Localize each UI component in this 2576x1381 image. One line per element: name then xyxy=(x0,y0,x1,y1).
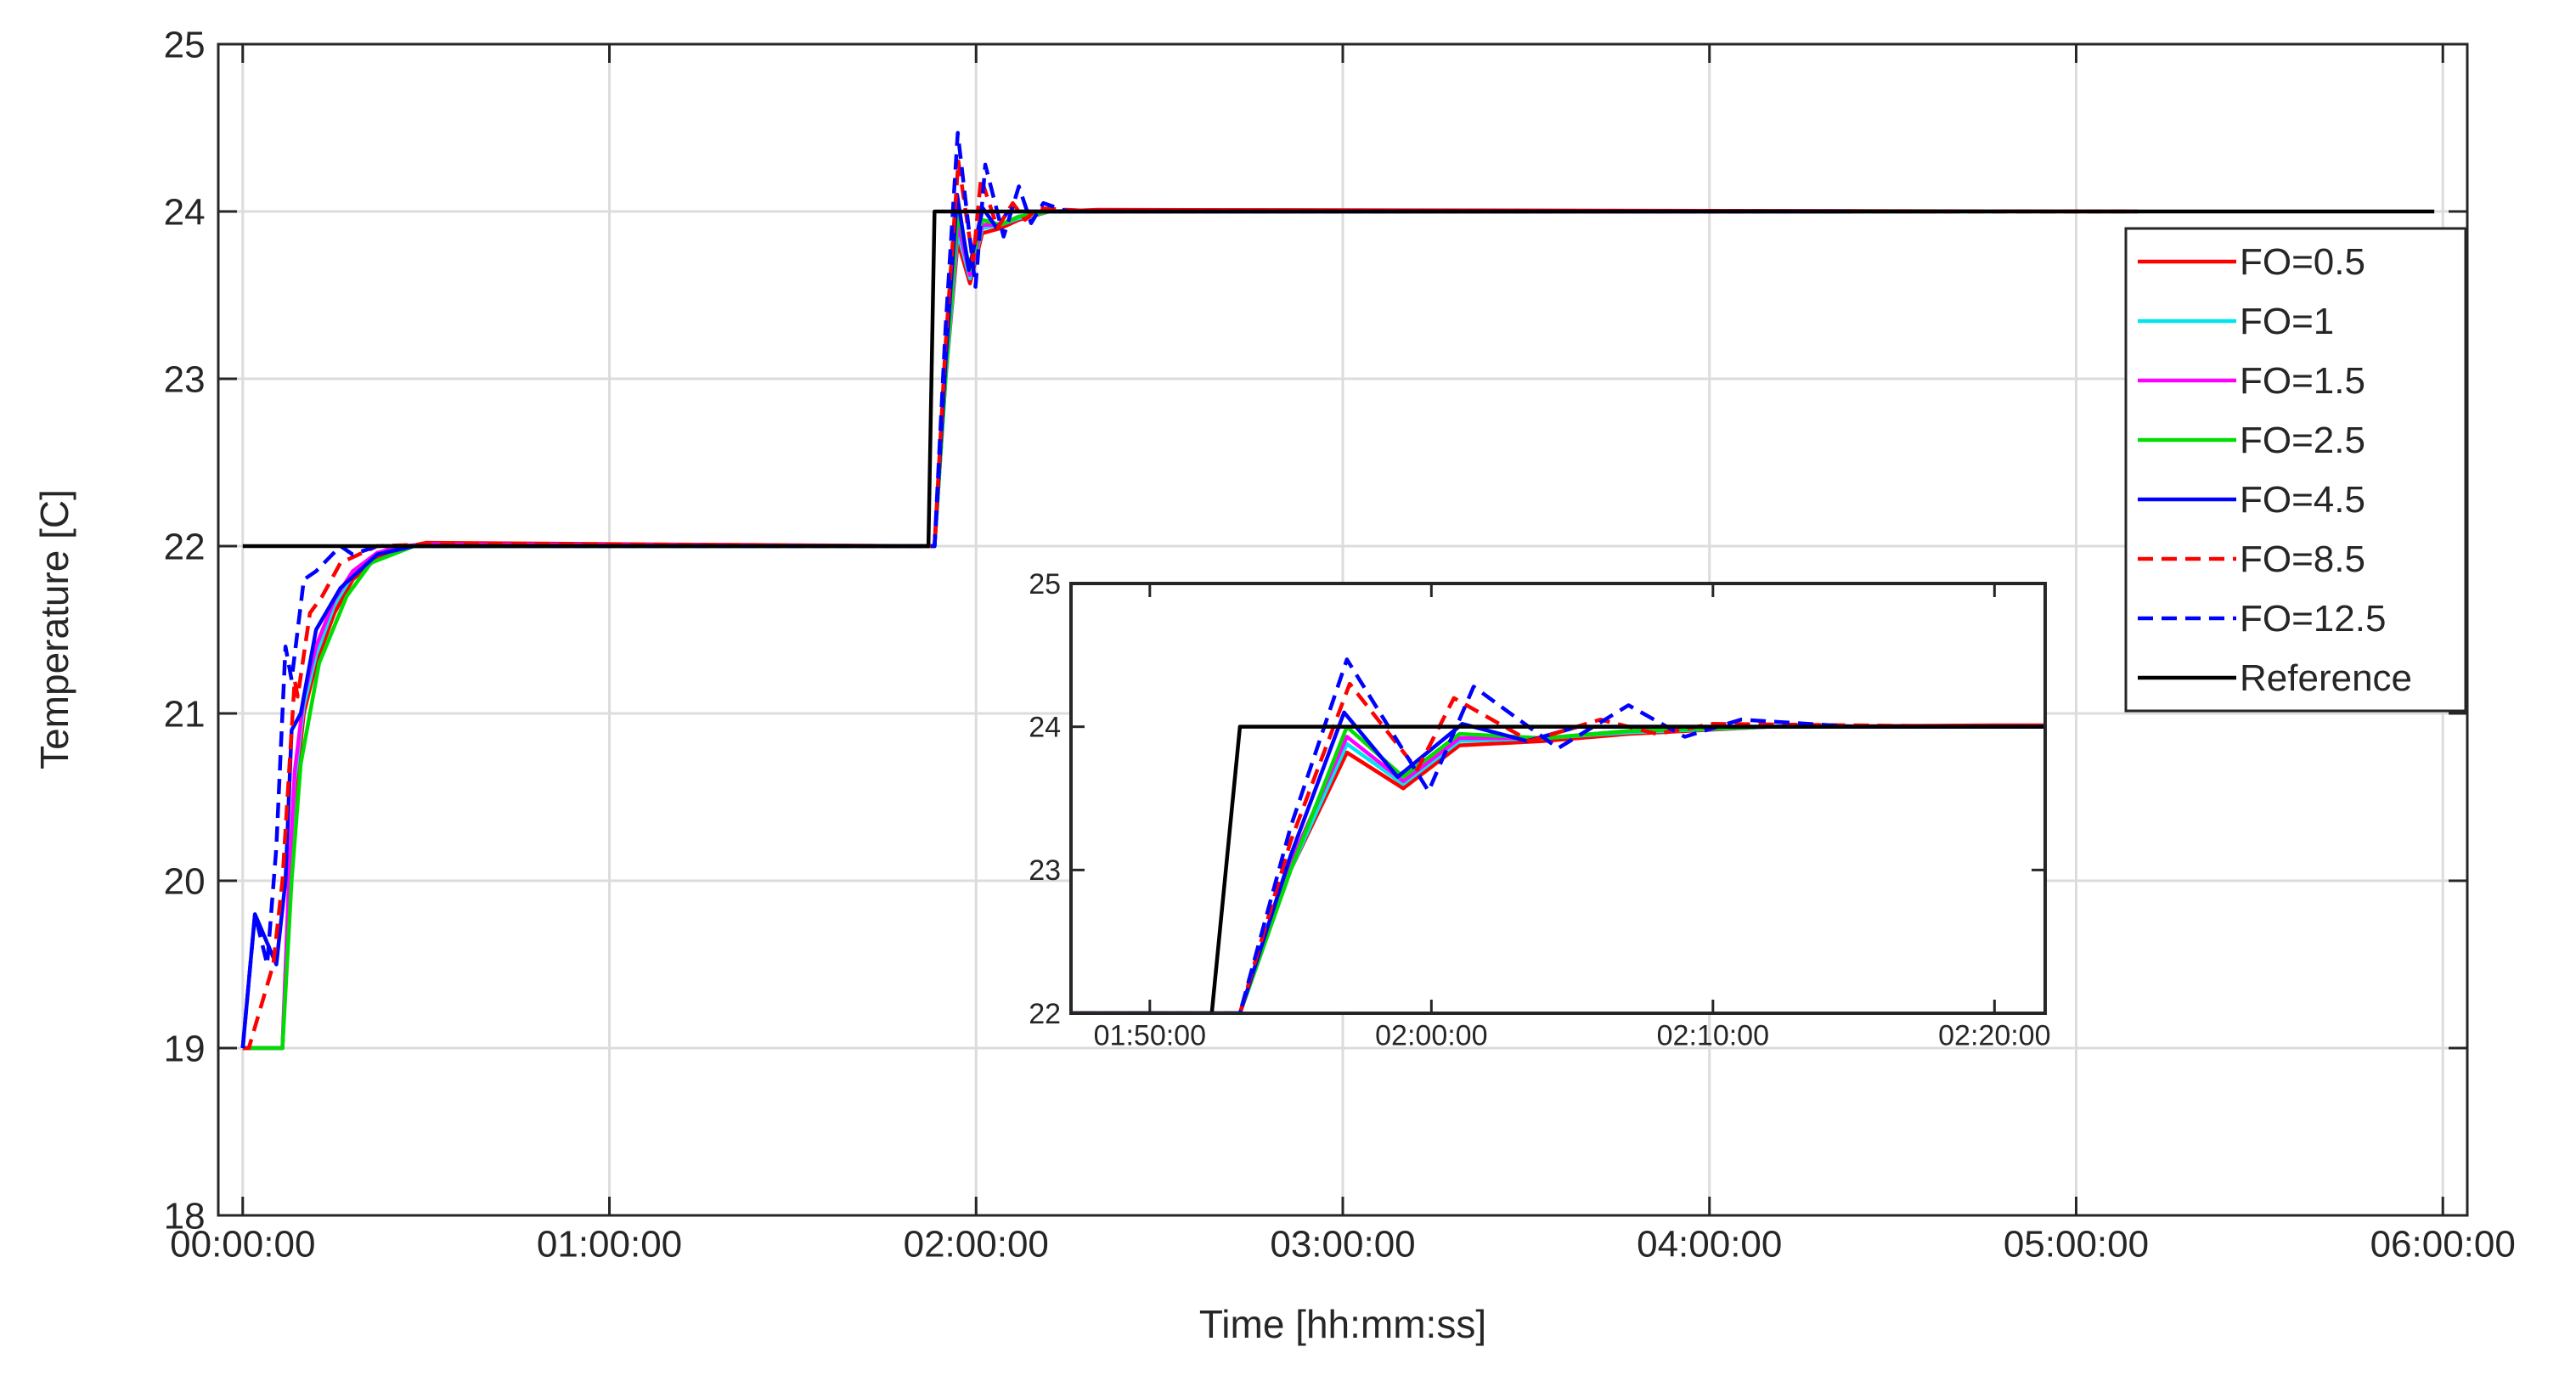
legend-label: FO=12.5 xyxy=(2240,598,2386,640)
series-group xyxy=(240,131,2435,1051)
series-group xyxy=(1071,657,2045,1013)
x-tick-label: 05:00:00 xyxy=(2004,1223,2149,1265)
series-line xyxy=(1071,657,2045,1013)
legend-label: FO=8.5 xyxy=(2240,538,2365,580)
x-tick-label: 03:00:00 xyxy=(1270,1223,1415,1265)
x-tick-label: 02:20:00 xyxy=(1938,1019,2050,1051)
y-tick-label: 19 xyxy=(164,1028,206,1069)
y-tick-label: 22 xyxy=(1029,998,1061,1030)
series-line xyxy=(1071,723,2045,1013)
y-tick-label: 25 xyxy=(1029,568,1061,600)
y-tick-label: 23 xyxy=(1029,854,1061,887)
y-tick-label: 18 xyxy=(164,1195,206,1237)
legend-label: Reference xyxy=(2240,657,2412,699)
x-axis-label: Time [hh:mm:ss] xyxy=(1199,1302,1486,1346)
y-tick-label: 24 xyxy=(164,191,206,233)
y-tick-label: 21 xyxy=(164,693,206,735)
legend-label: FO=4.5 xyxy=(2240,479,2365,521)
legend-label: FO=1 xyxy=(2240,301,2334,342)
series-line xyxy=(242,209,2435,549)
axes-frame xyxy=(217,42,2469,1217)
series-line xyxy=(1071,710,2045,1013)
y-axis-label: Temperature [C] xyxy=(32,489,76,769)
x-tick-label: 06:00:00 xyxy=(2370,1223,2516,1265)
x-tick-label: 04:00:00 xyxy=(1637,1223,1782,1265)
x-tick-label: 02:10:00 xyxy=(1657,1019,1769,1051)
y-tick-label: 25 xyxy=(164,24,206,65)
x-tick-label: 02:00:00 xyxy=(904,1223,1049,1265)
series-line xyxy=(1071,681,2045,1013)
x-tick-label: 01:00:00 xyxy=(537,1223,682,1265)
x-tick-label: 02:00:00 xyxy=(1375,1019,1487,1051)
y-tick-label: 22 xyxy=(164,526,206,567)
y-tick-label: 23 xyxy=(164,358,206,400)
legend-label: FO=0.5 xyxy=(2240,241,2365,283)
x-tick-label: 00:00:00 xyxy=(170,1223,315,1265)
legend-label: FO=2.5 xyxy=(2240,420,2365,461)
series-line xyxy=(1071,724,2045,1013)
y-tick-label: 20 xyxy=(164,860,206,902)
legend-box xyxy=(2124,227,2467,713)
y-tick-label: 24 xyxy=(1029,712,1061,744)
legend-label: FO=1.5 xyxy=(2240,360,2365,402)
axes-frame xyxy=(1069,582,2047,1015)
x-tick-label: 01:50:00 xyxy=(1094,1019,1206,1051)
